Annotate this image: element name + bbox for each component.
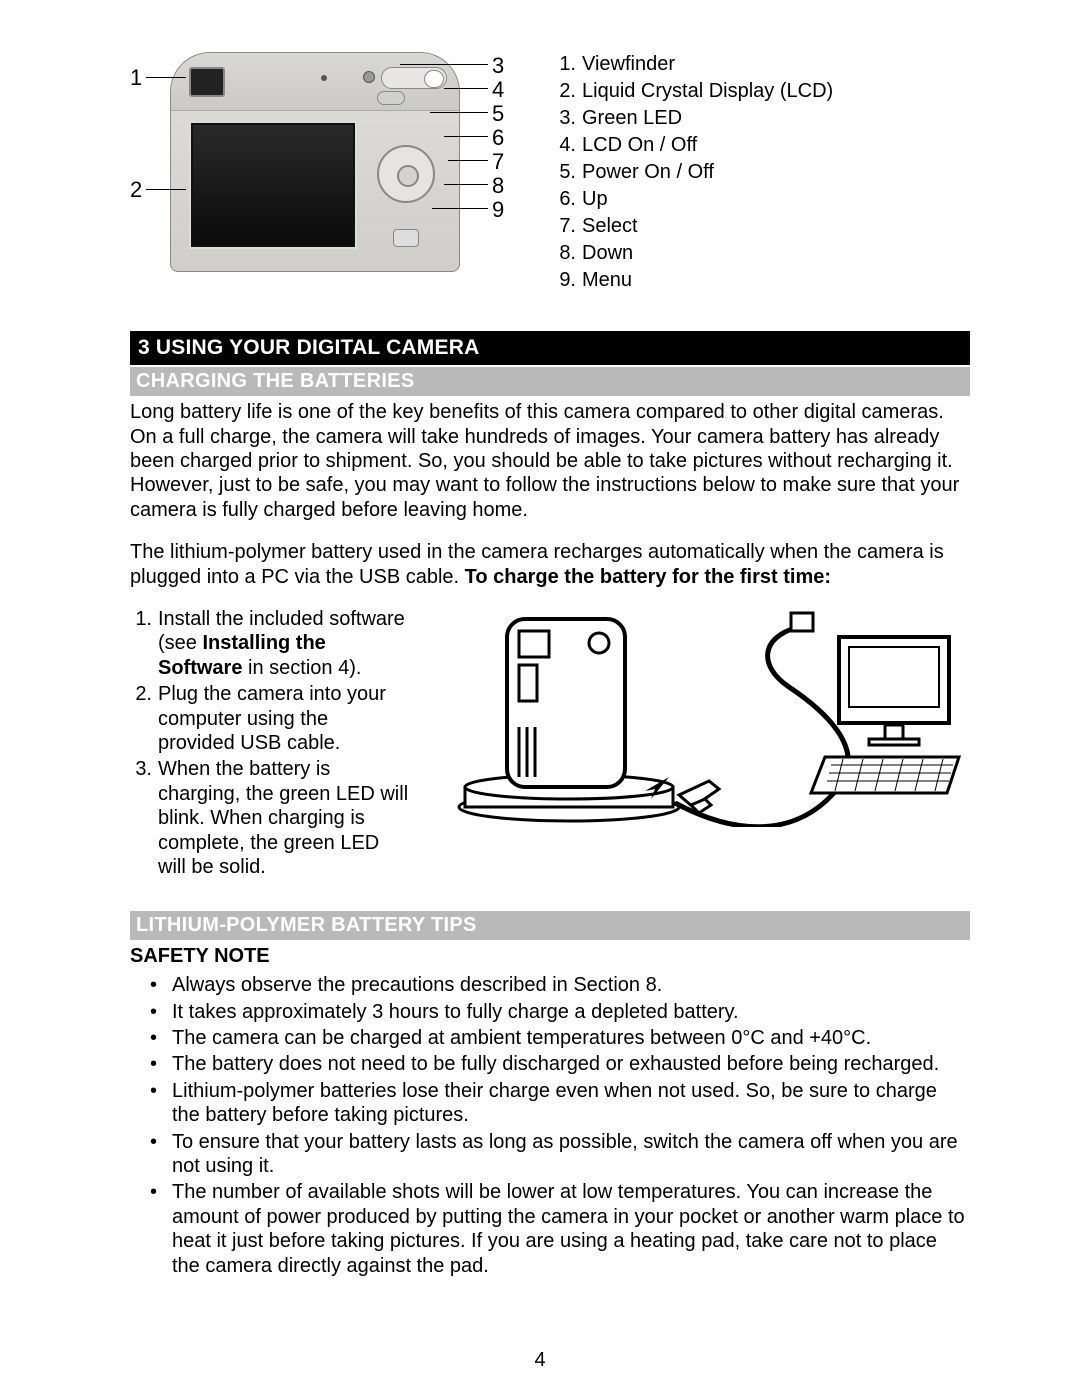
battery-tip-item: Always observe the precautions described…: [150, 973, 970, 997]
charging-steps: 1.Install the included software (see Ins…: [130, 607, 410, 881]
legend-item: 9.Menu: [550, 268, 970, 293]
step-item: 1.Install the included software (see Ins…: [130, 607, 410, 680]
sub-heading-battery-tips: LITHIUM-POLYMER BATTERY TIPS: [130, 911, 970, 940]
step-item: 2.Plug the camera into your computer usi…: [130, 682, 410, 755]
battery-tip-item: The camera can be charged at ambient tem…: [150, 1026, 970, 1050]
usb-charging-illustration: [428, 607, 970, 881]
legend-item: 6.Up: [550, 187, 970, 212]
menu-button-icon: [393, 229, 419, 247]
battery-tip-item: The battery does not need to be fully di…: [150, 1052, 970, 1076]
safety-note-heading: SAFETY NOTE: [130, 944, 970, 969]
para-charging-intro: Long battery life is one of the key bene…: [130, 400, 970, 522]
legend-item: 7.Select: [550, 214, 970, 239]
section-heading: 3 USING YOUR DIGITAL CAMERA: [130, 331, 970, 365]
dpad-icon: [377, 145, 435, 203]
camera-back-diagram: 1 2 3 4 5 6 7 8 9: [130, 50, 520, 278]
legend-item: 4.LCD On / Off: [550, 133, 970, 158]
battery-tip-item: Lithium-polymer batteries lose their cha…: [150, 1079, 970, 1128]
lcd-switch-icon: [381, 67, 447, 89]
viewfinder-icon: [189, 67, 225, 97]
battery-tip-item: It takes approximately 3 hours to fully …: [150, 1000, 970, 1024]
battery-tip-item: To ensure that your battery lasts as lon…: [150, 1130, 970, 1179]
steps-and-illustration: 1.Install the included software (see Ins…: [130, 607, 970, 881]
green-led-icon: [363, 71, 375, 83]
legend-item: 5.Power On / Off: [550, 160, 970, 185]
legend-item: 8.Down: [550, 241, 970, 266]
sub-heading-charging: CHARGING THE BATTERIES: [130, 367, 970, 396]
para-charging-usb: The lithium-polymer battery used in the …: [130, 540, 970, 589]
battery-tips-list: Always observe the precautions described…: [130, 973, 970, 1278]
step-item: 3.When the battery is charging, the gree…: [130, 757, 410, 879]
legend-list: 1.Viewfinder2.Liquid Crystal Display (LC…: [550, 50, 970, 295]
top-row: 1 2 3 4 5 6 7 8 9 1.Viewfinder2.Liquid C…: [130, 50, 970, 295]
callout-2: 2: [130, 176, 142, 204]
para2-bold: To charge the battery for the first time…: [465, 566, 831, 588]
battery-tip-item: The number of available shots will be lo…: [150, 1180, 970, 1278]
callout-1: 1: [130, 64, 142, 92]
legend-item: 2.Liquid Crystal Display (LCD): [550, 79, 970, 104]
callout-9: 9: [492, 196, 504, 224]
legend-item: 3.Green LED: [550, 106, 970, 131]
power-switch-icon: [377, 91, 405, 105]
lcd-screen-icon: [189, 121, 357, 249]
camera-body: [170, 52, 460, 272]
legend-item: 1.Viewfinder: [550, 52, 970, 77]
page-number: 4: [0, 1348, 1080, 1373]
